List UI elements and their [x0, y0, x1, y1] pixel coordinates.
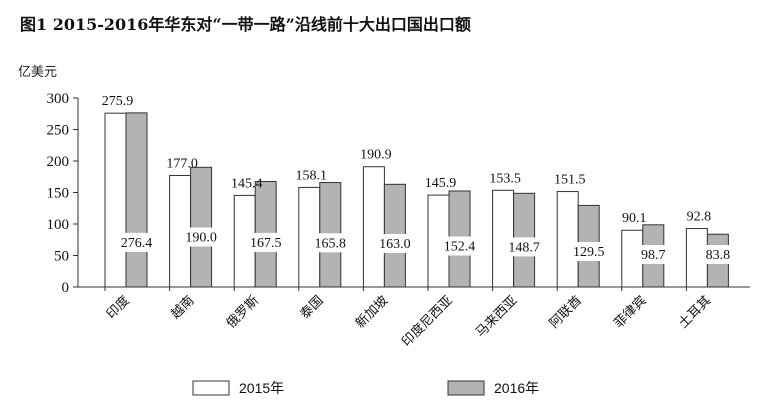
category-label: 菲律宾	[611, 293, 650, 332]
value-label-bg-2016	[437, 236, 483, 256]
category-label: 阿联酋	[546, 293, 585, 332]
value-label-bg-2016	[114, 232, 160, 252]
value-label-2016: 163.0	[379, 237, 411, 252]
value-label-2016: 98.7	[641, 248, 666, 263]
legend-label-2015: 2015年	[239, 380, 284, 396]
value-label-2015: 153.5	[489, 171, 521, 186]
chart-title: 图1 2015-2016年华东对“一带一路”沿线前十大出口国出口额	[20, 15, 471, 34]
value-label-bg-2016	[243, 232, 290, 252]
y-tick-label: 150	[47, 186, 70, 202]
value-label-bg-2016	[307, 233, 354, 253]
value-label-2016: 152.4	[444, 240, 476, 255]
y-tick-label: 250	[47, 123, 70, 139]
value-label-2016: 167.5	[250, 236, 282, 251]
value-label-bg-2016	[695, 245, 742, 264]
category-label: 印度尼西亚	[399, 293, 456, 350]
bar-2015	[104, 112, 127, 288]
value-label-2016: 129.5	[573, 245, 605, 260]
value-label-2015: 145.9	[425, 176, 457, 191]
value-label-2016: 148.7	[508, 240, 540, 255]
y-tick-label: 100	[47, 217, 70, 233]
value-labels-group: 275.9 276.4 177.0 190.0 145.4 167.5 158.1 165.8…	[102, 94, 742, 264]
value-label-2015: 275.9	[102, 94, 134, 109]
value-label-2015: 177.0	[166, 156, 198, 171]
value-label-2015: 190.9	[360, 148, 392, 163]
category-label: 俄罗斯	[224, 293, 262, 331]
value-label-2016: 190.0	[185, 231, 217, 246]
value-label-2016: 83.8	[706, 248, 731, 263]
value-label-bg-2016	[372, 233, 419, 253]
category-label: 越南	[168, 293, 198, 323]
value-label-bg-2016	[630, 245, 677, 264]
y-tick-label: 200	[47, 154, 70, 170]
value-label-bg-2016	[178, 227, 225, 247]
value-label-2015: 90.1	[622, 211, 647, 226]
category-label: 印度	[103, 293, 133, 323]
category-labels-group: 印度 越南 俄罗斯 泰国 新加坡 印度尼西亚 马来西亚 阿联酋 菲律宾 土耳其	[103, 293, 714, 350]
y-axis-unit-label: 亿美元	[18, 65, 57, 80]
category-label: 泰国	[298, 293, 327, 322]
value-label-2015: 92.8	[687, 210, 712, 225]
value-label-2015: 151.5	[554, 173, 586, 188]
legend-swatch-2015	[192, 380, 230, 396]
value-label-bg-2016	[566, 241, 613, 261]
y-tick-label: 50	[54, 249, 69, 265]
value-label-bg-2016	[501, 237, 548, 257]
category-label: 马来西亚	[473, 293, 520, 340]
bar-2015	[362, 166, 385, 288]
value-label-2016: 276.4	[121, 236, 153, 251]
value-label-2015: 145.4	[231, 176, 263, 191]
legend: 2015年 2016年	[192, 380, 539, 396]
bar-2016	[125, 112, 148, 288]
legend-swatch-2016	[447, 380, 485, 396]
category-label: 土耳其	[676, 293, 714, 331]
value-label-2016: 165.8	[315, 236, 347, 251]
y-tick-label: 0	[62, 280, 70, 296]
value-label-2015: 158.1	[296, 168, 328, 183]
bar-2016	[190, 166, 213, 288]
legend-label-2016: 2016年	[494, 380, 539, 396]
y-tick-label: 300	[47, 91, 70, 107]
bar-2015	[556, 191, 579, 288]
category-label: 新加坡	[352, 293, 391, 332]
